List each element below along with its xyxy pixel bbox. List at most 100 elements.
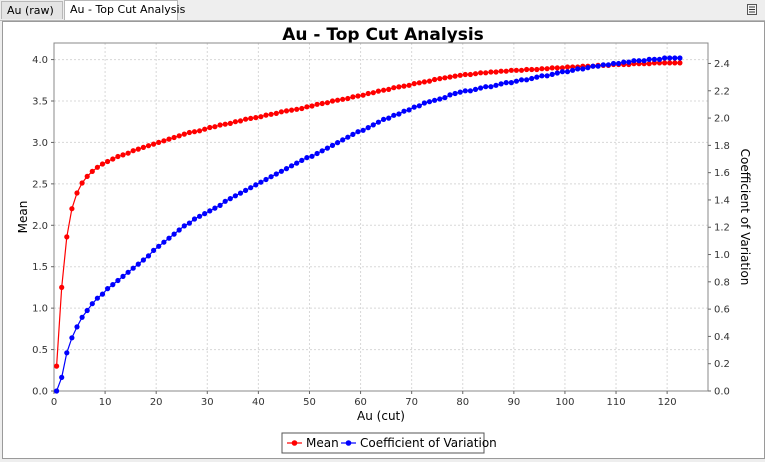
legend-mean-marker: [291, 440, 298, 446]
x-tick-label: 110: [606, 397, 625, 408]
data-point-mean: [309, 103, 315, 109]
data-point-cv: [227, 196, 233, 202]
data-point-mean: [391, 85, 397, 91]
data-point-cv: [309, 153, 315, 159]
data-point-mean: [564, 64, 571, 70]
data-point-cv: [273, 171, 279, 177]
data-point-cv: [314, 150, 320, 157]
data-point-cv: [386, 115, 392, 121]
data-point-cv: [508, 80, 514, 86]
data-point-mean: [54, 363, 60, 369]
data-point-cv: [570, 67, 576, 73]
data-point-cv: [232, 193, 238, 199]
data-point-mean: [513, 67, 519, 73]
data-point-cv: [294, 160, 300, 166]
y-right-tick-label: 0.2: [714, 359, 730, 370]
data-point-mean: [115, 153, 121, 160]
panel-menu-icon[interactable]: [747, 4, 757, 15]
tab-au-top-cut-analysis[interactable]: Au - Top Cut Analysis: [64, 0, 185, 20]
data-point-mean: [421, 79, 427, 85]
y-left-tick-label: 1.0: [32, 304, 48, 315]
data-point-mean: [64, 234, 70, 240]
data-point-mean: [457, 72, 463, 78]
data-point-mean: [125, 150, 131, 156]
data-point-cv: [631, 58, 637, 64]
data-point-mean: [186, 129, 192, 136]
data-point-mean: [105, 158, 111, 165]
data-point-mean: [161, 138, 167, 144]
data-point-cv: [667, 55, 673, 61]
y-left-tick-label: 3.0: [32, 138, 48, 149]
data-point-mean: [217, 122, 223, 128]
data-point-cv: [350, 131, 356, 137]
data-point-cv: [329, 142, 336, 148]
data-point-cv: [646, 56, 652, 63]
data-point-cv: [94, 295, 100, 301]
data-point-cv: [186, 220, 192, 226]
tab-bar: Au (raw) Au - Top Cut Analysis: [0, 0, 765, 21]
data-point-mean: [207, 124, 213, 131]
data-point-mean: [283, 108, 290, 114]
data-point-cv: [462, 88, 468, 94]
data-point-mean: [110, 156, 116, 162]
data-point-cv: [340, 137, 346, 143]
data-point-cv: [243, 187, 249, 193]
data-point-mean: [84, 173, 90, 179]
data-point-mean: [329, 98, 336, 104]
x-tick-label: 50: [303, 397, 316, 408]
data-point-mean: [677, 60, 683, 66]
data-point-mean: [462, 71, 468, 78]
data-point-cv: [406, 107, 412, 113]
data-point-cv: [365, 125, 371, 131]
y-axis-left-label: Mean: [16, 201, 30, 234]
data-point-mean: [437, 76, 443, 82]
data-point-mean: [268, 111, 274, 117]
x-tick-label: 20: [150, 397, 163, 408]
plot-area: [53, 42, 709, 392]
data-point-mean: [534, 66, 540, 73]
data-point-cv: [381, 116, 387, 122]
data-point-cv: [171, 231, 177, 237]
data-point-mean: [478, 70, 484, 76]
data-point-cv: [151, 247, 157, 253]
data-point-cv: [610, 60, 617, 67]
y-right-tick-label: 2.4: [714, 59, 730, 70]
legend-mean-label: Mean: [306, 436, 339, 450]
data-point-cv: [197, 213, 203, 219]
data-point-cv: [212, 205, 218, 211]
data-point-cv: [544, 73, 550, 79]
data-point-mean: [258, 114, 264, 120]
data-point-cv: [498, 81, 504, 87]
data-point-cv: [518, 77, 525, 83]
data-point-mean: [335, 97, 341, 103]
data-point-cv: [110, 282, 116, 288]
tab-au-raw[interactable]: Au (raw): [1, 1, 63, 19]
data-point-cv: [69, 335, 75, 341]
data-point-cv: [549, 71, 555, 77]
x-tick-label: 100: [555, 397, 574, 408]
data-point-cv: [478, 85, 484, 91]
data-point-mean: [381, 87, 387, 93]
data-point-mean: [416, 80, 422, 86]
data-point-cv: [575, 66, 581, 72]
data-point-mean: [222, 121, 228, 127]
data-point-cv: [125, 269, 131, 275]
data-point-mean: [89, 168, 95, 174]
data-point-cv: [360, 127, 366, 133]
data-point-mean: [99, 161, 106, 167]
data-point-mean: [508, 67, 514, 73]
data-point-mean: [493, 69, 499, 75]
data-point-cv: [662, 55, 668, 61]
data-point-cv: [268, 174, 274, 180]
data-point-cv: [421, 100, 427, 106]
data-point-cv: [202, 211, 208, 217]
y-left-tick-label: 2.5: [32, 179, 48, 190]
data-point-cv: [176, 227, 182, 233]
data-point-mean: [145, 143, 152, 149]
series-line-cv: [56, 57, 680, 392]
data-point-mean: [181, 131, 187, 137]
data-point-cv: [529, 75, 535, 82]
data-point-mean: [345, 95, 351, 102]
data-point-mean: [243, 116, 249, 122]
series-line-mean: [56, 62, 680, 367]
